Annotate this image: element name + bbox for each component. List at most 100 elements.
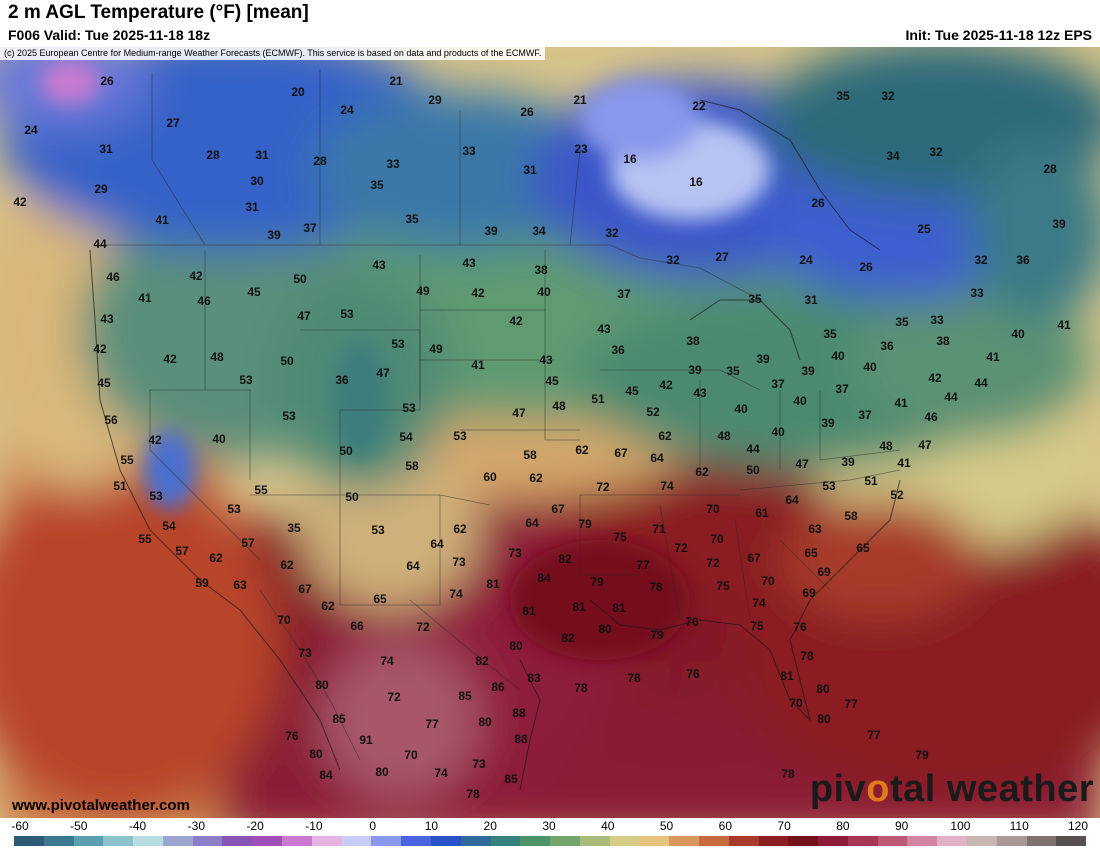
temperature-value: 45	[545, 374, 559, 388]
temperature-value: 62	[529, 471, 543, 485]
colorbar: -60 -50 -40 -30 -20 -10 0 10 20 30 40 50 60 70 80 90 100…	[0, 818, 1100, 850]
temperature-map[interactable]: 26 21 20 29 21 35 32 22 24 26 24 27 31 28 31 33 23 16 34 32…	[0, 47, 1100, 818]
temperature-value: 66	[350, 619, 364, 633]
temperature-value: 88	[514, 732, 528, 746]
temperature-value: 62	[209, 551, 223, 565]
temperature-value: 35	[405, 212, 419, 226]
temperature-value: 78	[800, 649, 814, 663]
temperature-value: 45	[247, 285, 261, 299]
map-canvas: 26 21 20 29 21 35 32 22 24 26 24 27 31 28 31 33 23 16 34 32…	[0, 47, 1100, 818]
temperature-value: 67	[551, 502, 565, 516]
temperature-value: 39	[484, 224, 498, 238]
temperature-value: 41	[897, 456, 911, 470]
temperature-value: 33	[970, 286, 984, 300]
temperature-value: 80	[816, 682, 830, 696]
colorbar-tick: -30	[187, 819, 205, 833]
colorbar-tick: 50	[659, 819, 674, 833]
temperature-value: 28	[206, 148, 220, 162]
colorbar-swatch	[579, 836, 610, 846]
temperature-value: 78	[627, 671, 641, 685]
colorbar-swatch	[311, 836, 342, 846]
temperature-value: 49	[416, 284, 430, 298]
temperature-value: 25	[917, 222, 931, 236]
temperature-value: 40	[771, 425, 785, 439]
temperature-value: 81	[780, 669, 794, 683]
temperature-value: 26	[100, 74, 114, 88]
temperature-value: 80	[309, 747, 323, 761]
temperature-value: 81	[572, 600, 586, 614]
temperature-value: 47	[297, 309, 311, 323]
temperature-value: 58	[523, 448, 537, 462]
temperature-value: 37	[303, 221, 317, 235]
temperature-value: 50	[345, 490, 359, 504]
temperature-value: 48	[717, 429, 731, 443]
temperature-value: 73	[508, 546, 522, 560]
colorbar-swatch	[758, 836, 789, 846]
temperature-value: 72	[416, 620, 430, 634]
temperature-value: 41	[155, 213, 169, 227]
temperature-value: 54	[162, 519, 176, 533]
temperature-value: 55	[254, 483, 268, 497]
temperature-value: 31	[804, 293, 818, 307]
colorbar-tick: 110	[1009, 819, 1029, 833]
temperature-value: 75	[750, 619, 764, 633]
temperature-value: 42	[148, 433, 162, 447]
temperature-value: 28	[313, 154, 327, 168]
temperature-value: 72	[674, 541, 688, 555]
temperature-value: 72	[387, 690, 401, 704]
colorbar-swatch	[1026, 836, 1057, 846]
temperature-value: 65	[856, 541, 870, 555]
temperature-value: 39	[841, 455, 855, 469]
temperature-value: 47	[376, 366, 390, 380]
temperature-value: 29	[428, 93, 442, 107]
temperature-value: 36	[1016, 253, 1030, 267]
temperature-value: 50	[339, 444, 353, 458]
temperature-value: 35	[726, 364, 740, 378]
temperature-value: 53	[822, 479, 836, 493]
temperature-value: 47	[795, 457, 809, 471]
temperature-value: 77	[844, 697, 858, 711]
temperature-value: 36	[335, 373, 349, 387]
colorbar-tick: 30	[542, 819, 556, 833]
temperature-value: 62	[658, 429, 672, 443]
temperature-value: 76	[285, 729, 299, 743]
temperature-value: 80	[509, 639, 523, 653]
colorbar-swatch	[520, 836, 551, 846]
temperature-value: 40	[863, 360, 877, 374]
temperature-value: 53	[371, 523, 385, 537]
colorbar-tick: 70	[777, 819, 791, 833]
temperature-value: 27	[715, 250, 729, 264]
temperature-value: 31	[245, 200, 259, 214]
temperature-value: 42	[189, 269, 203, 283]
temperature-value: 51	[113, 479, 127, 493]
temperature-value: 39	[688, 363, 702, 377]
temperature-value: 35	[895, 315, 909, 329]
temperature-value: 43	[539, 353, 553, 367]
temperature-value: 37	[771, 377, 785, 391]
website-link[interactable]: www.pivotalweather.com	[12, 797, 190, 814]
temperature-value: 81	[486, 577, 500, 591]
colorbar-swatch	[103, 836, 134, 846]
colorbar-swatch	[490, 836, 521, 846]
temperature-value: 37	[617, 287, 631, 301]
temperature-value: 39	[1052, 217, 1066, 231]
temperature-value: 79	[915, 748, 929, 762]
temperature-value: 35	[823, 327, 837, 341]
temperature-value: 74	[434, 766, 448, 780]
temperature-value: 29	[94, 182, 108, 196]
colorbar-tick: 120	[1067, 819, 1089, 833]
temperature-value: 72	[706, 556, 720, 570]
colorbar-tick: -60	[11, 819, 29, 833]
temperature-value: 46	[197, 294, 211, 308]
temperature-value: 70	[761, 574, 775, 588]
temperature-value: 49	[429, 342, 443, 356]
header: 2 m AGL Temperature (°F) [mean] F006 Val…	[0, 0, 1100, 47]
temperature-value: 53	[340, 307, 354, 321]
temperature-value: 44	[974, 376, 988, 390]
temperature-value: 65	[373, 592, 387, 606]
temperature-value: 53	[227, 502, 241, 516]
temperature-value: 75	[613, 530, 627, 544]
temperature-value: 67	[614, 446, 628, 460]
temperature-value: 28	[1043, 162, 1057, 176]
temperature-value: 55	[120, 453, 134, 467]
